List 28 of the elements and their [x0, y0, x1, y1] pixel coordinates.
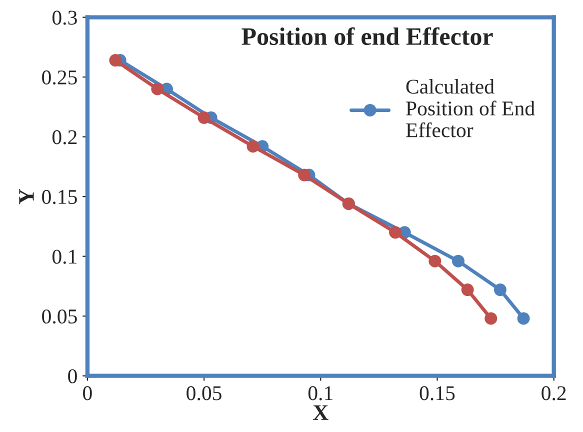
point: [246, 140, 260, 153]
point: [452, 254, 464, 268]
point: [494, 284, 506, 296]
chart-title: Position of end Effector: [242, 27, 493, 46]
y-tick-label: 0.2: [52, 130, 77, 144]
y-tick-label: 0.1: [52, 250, 76, 264]
point: [109, 54, 122, 67]
point: [298, 168, 311, 182]
y-tick-label: 0.25: [42, 70, 77, 85]
y-tick-label: 0.15: [42, 190, 77, 204]
y-tick-label: 0: [68, 369, 77, 384]
point: [484, 312, 498, 325]
x-tick-label: 0.05: [186, 386, 222, 400]
x-axis-title: X: [313, 405, 328, 420]
point: [198, 111, 210, 124]
x-tick-label: 0.15: [420, 386, 455, 400]
x-tick-label: 0.1: [308, 386, 332, 400]
x-tick-label: 0: [83, 386, 92, 400]
y-tick-label: 0.3: [52, 10, 77, 25]
point: [389, 226, 402, 239]
point: [461, 284, 474, 296]
legend-label: Calculated Position of End Effector: [406, 79, 535, 138]
point: [151, 82, 164, 96]
point: [428, 254, 442, 268]
y-axis-title: Y: [19, 188, 34, 204]
point: [517, 312, 530, 325]
x-tick-label: 0.2: [542, 386, 566, 400]
y-tick-label: 0.05: [42, 309, 77, 324]
